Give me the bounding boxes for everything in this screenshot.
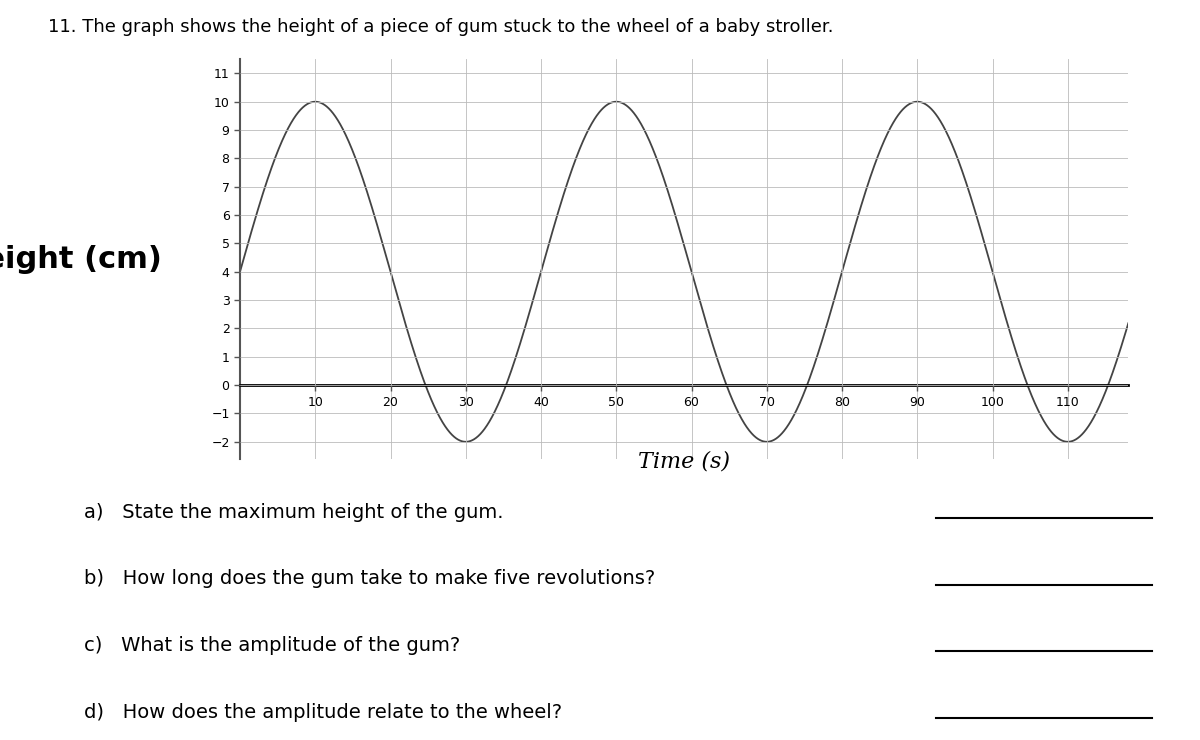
Text: c)   What is the amplitude of the gum?: c) What is the amplitude of the gum? [84, 636, 461, 655]
Text: d)   How does the amplitude relate to the wheel?: d) How does the amplitude relate to the … [84, 702, 562, 722]
Text: a)   State the maximum height of the gum.: a) State the maximum height of the gum. [84, 502, 504, 522]
Text: Height (cm): Height (cm) [0, 244, 162, 274]
Text: b)   How long does the gum take to make five revolutions?: b) How long does the gum take to make fi… [84, 569, 655, 588]
Text: 11. The graph shows the height of a piece of gum stuck to the wheel of a baby st: 11. The graph shows the height of a piec… [48, 18, 834, 36]
X-axis label: Time (s): Time (s) [638, 450, 730, 472]
